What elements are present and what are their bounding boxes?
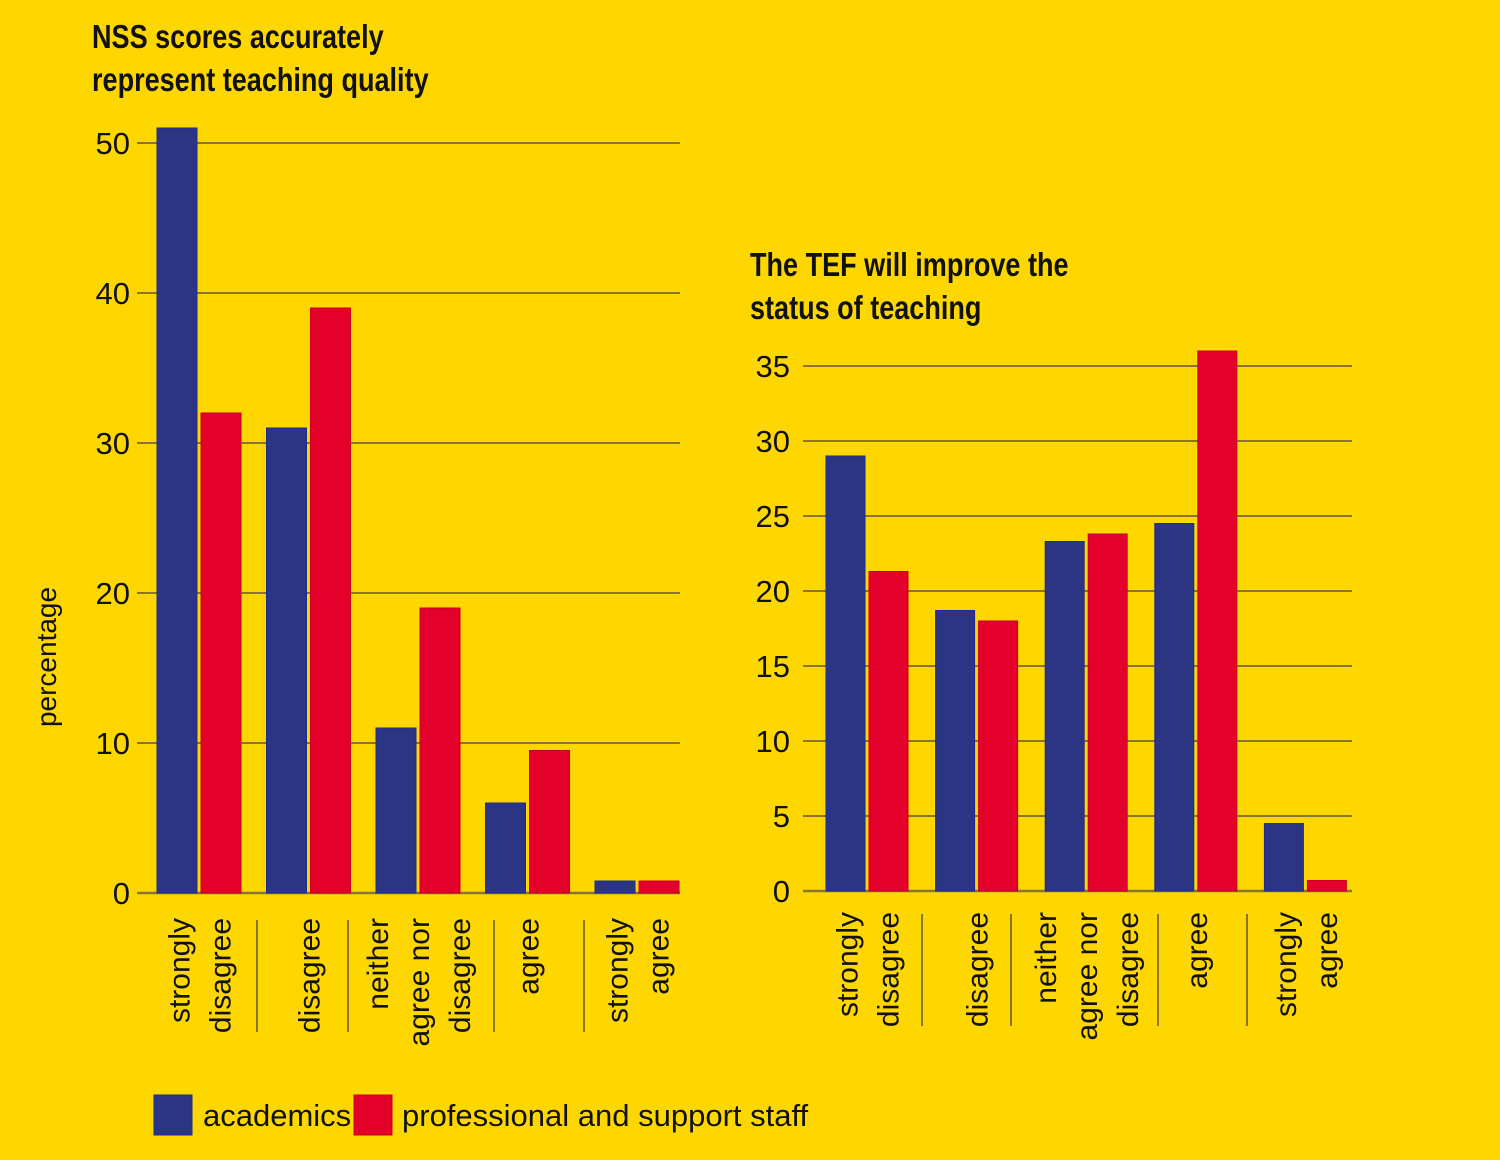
y-tick-label: 50 <box>96 126 130 161</box>
bar-professional-support-staff <box>868 571 909 892</box>
y-tick-label: 0 <box>113 876 130 911</box>
x-category-label: agree nor <box>403 918 436 1046</box>
bar-academics <box>1154 523 1195 892</box>
bar-academics <box>825 455 866 892</box>
y-tick-label: 30 <box>96 426 130 461</box>
bar-professional-support-staff <box>1197 350 1238 892</box>
bar-academics <box>266 427 307 894</box>
x-category-label: agree nor <box>1071 912 1104 1040</box>
x-category-label: strongly <box>832 912 865 1017</box>
y-tick-label: 25 <box>756 499 790 534</box>
legend-swatch-academics <box>153 1094 193 1136</box>
bar-professional-support-staff <box>1087 533 1128 892</box>
bar-professional-support-staff <box>200 412 242 894</box>
y-tick-label: 35 <box>756 349 790 384</box>
y-tick-label: 30 <box>756 424 790 459</box>
legend-label-academics: academics <box>203 1098 351 1133</box>
x-category-label: agree <box>513 918 546 995</box>
y-axis-label: percentage <box>31 587 62 727</box>
y-tick-label: 0 <box>773 874 790 909</box>
x-category-label: disagree <box>873 912 906 1027</box>
x-category-label: agree <box>1181 912 1214 989</box>
y-tick-label: 5 <box>773 799 790 834</box>
bar-academics <box>156 127 198 894</box>
chart-title-line: The TEF will improve the <box>750 248 1069 284</box>
legend-swatch-professional <box>353 1094 393 1136</box>
x-category-label: disagree <box>962 912 995 1027</box>
x-category-label: strongly <box>164 918 197 1023</box>
bar-academics <box>1044 541 1085 892</box>
y-tick-label: 40 <box>96 276 130 311</box>
bar-academics <box>375 727 417 894</box>
bar-professional-support-staff <box>310 307 351 894</box>
x-category-label: disagree <box>444 918 477 1033</box>
y-tick-label: 20 <box>96 576 130 611</box>
bar-academics <box>1263 823 1304 892</box>
x-category-label: disagree <box>205 918 238 1033</box>
chart-title-line: status of teaching <box>750 291 981 327</box>
x-category-label: strongly <box>1270 912 1303 1017</box>
chart-title-line: represent teaching quality <box>92 63 429 99</box>
x-category-label: neither <box>362 918 395 1010</box>
chart-tef-status: The TEF will improve the status of teachi… <box>750 248 1352 1040</box>
bar-academics <box>935 610 976 892</box>
y-tick-label: 20 <box>756 574 790 609</box>
bar-professional-support-staff <box>419 607 461 894</box>
x-category-label: agree <box>1311 912 1344 989</box>
x-category-label: agree <box>643 918 676 995</box>
y-tick-label: 10 <box>756 724 790 759</box>
x-category-label: neither <box>1030 912 1063 1004</box>
y-tick-label: 15 <box>756 649 790 684</box>
x-category-label: strongly <box>602 918 635 1023</box>
bar-professional-support-staff <box>978 620 1019 892</box>
legend-label-professional: professional and support staff <box>402 1098 809 1133</box>
chart-nss-scores: NSS scores accurately represent teaching … <box>31 20 680 1046</box>
y-tick-label: 10 <box>96 726 130 761</box>
bar-professional-support-staff <box>638 880 680 894</box>
legend: academics professional and support staff <box>153 1094 809 1136</box>
x-category-label: disagree <box>294 918 327 1033</box>
bar-academics <box>485 802 526 894</box>
bar-professional-support-staff <box>529 750 570 894</box>
x-category-label: disagree <box>1112 912 1145 1027</box>
chart-title-line: NSS scores accurately <box>92 20 384 56</box>
bar-professional-support-staff <box>1306 880 1347 892</box>
bar-academics <box>594 880 636 894</box>
